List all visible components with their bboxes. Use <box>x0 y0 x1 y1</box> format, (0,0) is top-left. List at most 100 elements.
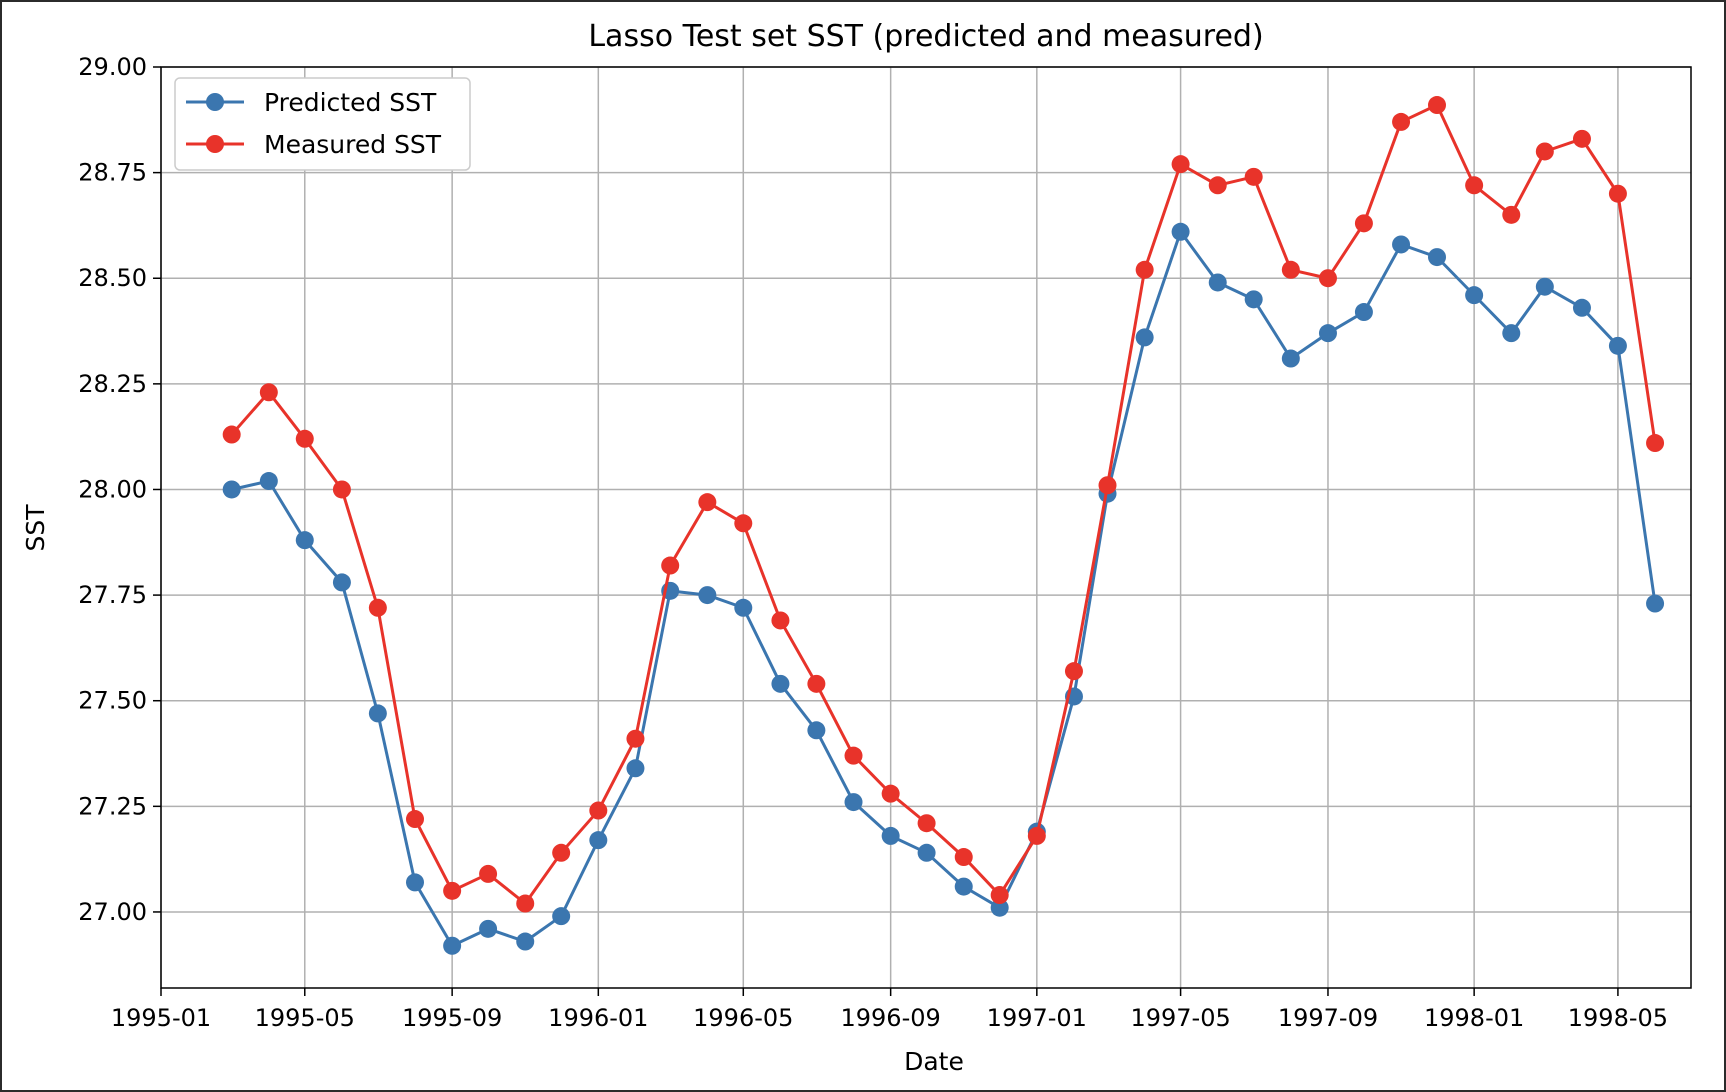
data-point-measured-sst <box>881 784 900 803</box>
x-tick-label: 1997-09 <box>1278 1004 1378 1032</box>
data-point-measured-sst <box>443 881 462 900</box>
data-point-predicted-sst <box>1646 594 1665 613</box>
data-point-predicted-sst <box>1318 324 1337 343</box>
data-point-predicted-sst <box>1354 303 1373 322</box>
data-point-predicted-sst <box>1465 286 1484 305</box>
data-point-measured-sst <box>516 894 535 913</box>
x-tick-label: 1997-01 <box>987 1004 1087 1032</box>
x-tick-label: 1996-05 <box>693 1004 793 1032</box>
x-tick-label: 1998-05 <box>1568 1004 1668 1032</box>
data-point-predicted-sst <box>990 898 1009 917</box>
legend-marker-predicted <box>206 93 224 111</box>
y-tick-label: 28.25 <box>78 370 147 398</box>
data-point-predicted-sst <box>771 674 790 693</box>
data-point-predicted-sst <box>406 873 425 892</box>
data-point-predicted-sst <box>589 831 608 850</box>
y-tick-label: 28.00 <box>78 475 147 503</box>
data-point-measured-sst <box>222 425 241 444</box>
data-point-predicted-sst <box>479 919 498 938</box>
data-point-measured-sst <box>626 729 645 748</box>
series-predicted-sst <box>222 222 1665 955</box>
data-point-predicted-sst <box>626 759 645 778</box>
x-tick-label: 1996-01 <box>548 1004 648 1032</box>
x-tick-label: 1998-01 <box>1424 1004 1524 1032</box>
y-tick-label: 29.00 <box>78 53 147 81</box>
data-point-predicted-sst <box>1208 273 1227 292</box>
data-point-measured-sst <box>1064 662 1083 681</box>
data-point-predicted-sst <box>954 877 973 896</box>
data-point-measured-sst <box>698 493 717 512</box>
data-point-predicted-sst <box>1244 290 1263 309</box>
data-point-measured-sst <box>844 746 863 765</box>
data-point-measured-sst <box>1027 826 1046 845</box>
data-point-predicted-sst <box>222 480 241 499</box>
data-point-measured-sst <box>990 886 1009 905</box>
data-point-measured-sst <box>954 848 973 867</box>
series-line-predicted-sst <box>231 230 1657 948</box>
series-measured-sst <box>222 96 1665 913</box>
data-point-predicted-sst <box>1281 349 1300 368</box>
data-point-measured-sst <box>1646 434 1665 453</box>
legend-box <box>174 77 471 171</box>
data-point-measured-sst <box>1354 214 1373 233</box>
legend-label-measured: Measured SST <box>264 130 442 159</box>
y-tick-label: 27.75 <box>78 581 147 609</box>
data-point-measured-sst <box>368 598 387 617</box>
data-point-measured-sst <box>332 480 351 499</box>
plot-frame <box>160 66 1692 989</box>
data-point-predicted-sst <box>552 907 571 926</box>
data-point-measured-sst <box>1318 269 1337 288</box>
data-point-predicted-sst <box>1392 235 1411 254</box>
plot-area <box>161 67 1691 988</box>
data-point-predicted-sst <box>1171 222 1190 241</box>
y-tick-label: 27.50 <box>78 687 147 715</box>
data-point-predicted-sst <box>259 472 278 491</box>
data-point-measured-sst <box>406 810 425 829</box>
x-tick-label: 1995-01 <box>111 1004 211 1032</box>
legend: Predicted SST Measured SST <box>174 77 471 171</box>
data-point-predicted-sst <box>917 843 936 862</box>
data-point-predicted-sst <box>295 531 314 550</box>
data-point-measured-sst <box>1502 205 1521 224</box>
data-point-measured-sst <box>1098 476 1117 495</box>
data-point-measured-sst <box>1244 167 1263 186</box>
legend-label-predicted: Predicted SST <box>264 88 437 117</box>
data-point-measured-sst <box>259 383 278 402</box>
data-point-predicted-sst <box>844 793 863 812</box>
data-point-measured-sst <box>1465 176 1484 195</box>
data-point-measured-sst <box>917 814 936 833</box>
data-point-measured-sst <box>552 843 571 862</box>
data-point-measured-sst <box>479 864 498 883</box>
legend-marker-measured <box>206 135 224 153</box>
data-point-predicted-sst <box>1535 277 1554 296</box>
data-point-predicted-sst <box>332 573 351 592</box>
data-point-measured-sst <box>1572 129 1591 148</box>
data-point-measured-sst <box>1281 260 1300 279</box>
x-axis: 1995-01 1995-05 1995-09 1996-01 1996-05 1996-… <box>111 988 1668 1032</box>
x-axis-label: Date <box>904 1047 964 1076</box>
y-tick-label: 27.25 <box>78 792 147 820</box>
series-layer <box>222 96 1665 955</box>
data-point-predicted-sst <box>698 586 717 605</box>
data-point-predicted-sst <box>1572 298 1591 317</box>
data-point-predicted-sst <box>443 936 462 955</box>
data-point-measured-sst <box>1392 112 1411 131</box>
series-line-measured-sst <box>230 103 1657 906</box>
data-point-measured-sst <box>807 674 826 693</box>
x-tick-label: 1995-05 <box>255 1004 355 1032</box>
data-point-measured-sst <box>295 429 314 448</box>
y-tick-label: 28.50 <box>78 264 147 292</box>
grid <box>160 66 1691 988</box>
data-point-measured-sst <box>661 556 680 575</box>
data-point-predicted-sst <box>1427 248 1446 267</box>
data-point-measured-sst <box>589 801 608 820</box>
data-point-predicted-sst <box>881 826 900 845</box>
data-point-predicted-sst <box>368 704 387 723</box>
data-point-measured-sst <box>734 514 753 533</box>
y-tick-label: 28.75 <box>78 159 147 187</box>
x-tick-label: 1995-09 <box>402 1004 502 1032</box>
data-point-measured-sst <box>1171 155 1190 174</box>
data-point-predicted-sst <box>734 598 753 617</box>
chart-title: Lasso Test set SST (predicted and measur… <box>588 19 1263 54</box>
